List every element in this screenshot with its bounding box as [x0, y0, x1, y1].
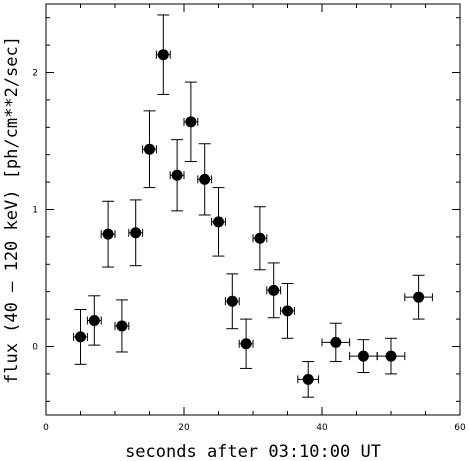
data-point [240, 338, 252, 350]
data-point [330, 336, 342, 348]
axis-ticks: 0 20 40 60 0 1 2 [32, 4, 466, 433]
x-axis-title: seconds after 03:10:00 UT [125, 442, 381, 461]
data-point [282, 305, 293, 317]
x-tick-label: 0 [43, 423, 49, 433]
y-tick-label: 2 [32, 69, 38, 79]
x-tick-label: 60 [454, 423, 466, 433]
data-point [171, 169, 183, 181]
x-tick-label: 40 [316, 423, 328, 433]
data-point [199, 173, 211, 185]
data-point [102, 228, 114, 240]
data-point [302, 373, 314, 385]
data-marks [73, 14, 433, 398]
y-tick-label: 0 [32, 343, 38, 353]
data-point [226, 295, 238, 307]
data-point [213, 216, 224, 228]
data-point [75, 331, 86, 343]
data-point [116, 320, 128, 332]
data-point [357, 350, 369, 362]
data-point [157, 49, 169, 61]
data-point [185, 116, 197, 128]
data-point [385, 350, 397, 362]
data-point [413, 291, 425, 303]
y-axis-title: flux (40 – 120 keV) [ph/cm**2/sec] [2, 36, 22, 384]
y-tick-label: 1 [32, 206, 38, 216]
x-tick-label: 20 [178, 423, 190, 433]
data-point [88, 314, 100, 326]
data-point [268, 284, 280, 296]
data-point [254, 232, 266, 244]
data-point [130, 227, 142, 239]
data-point [144, 143, 155, 155]
